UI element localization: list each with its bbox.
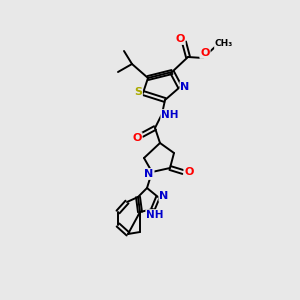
Text: CH₃: CH₃ [215, 40, 233, 49]
Text: O: O [132, 133, 142, 143]
Text: N: N [144, 169, 154, 179]
Text: O: O [175, 34, 185, 44]
Text: O: O [184, 167, 194, 177]
Text: N: N [180, 82, 190, 92]
Text: NH: NH [161, 110, 179, 120]
Text: NH: NH [146, 210, 164, 220]
Text: S: S [134, 87, 142, 97]
Text: N: N [159, 191, 169, 201]
Text: O: O [200, 48, 210, 58]
